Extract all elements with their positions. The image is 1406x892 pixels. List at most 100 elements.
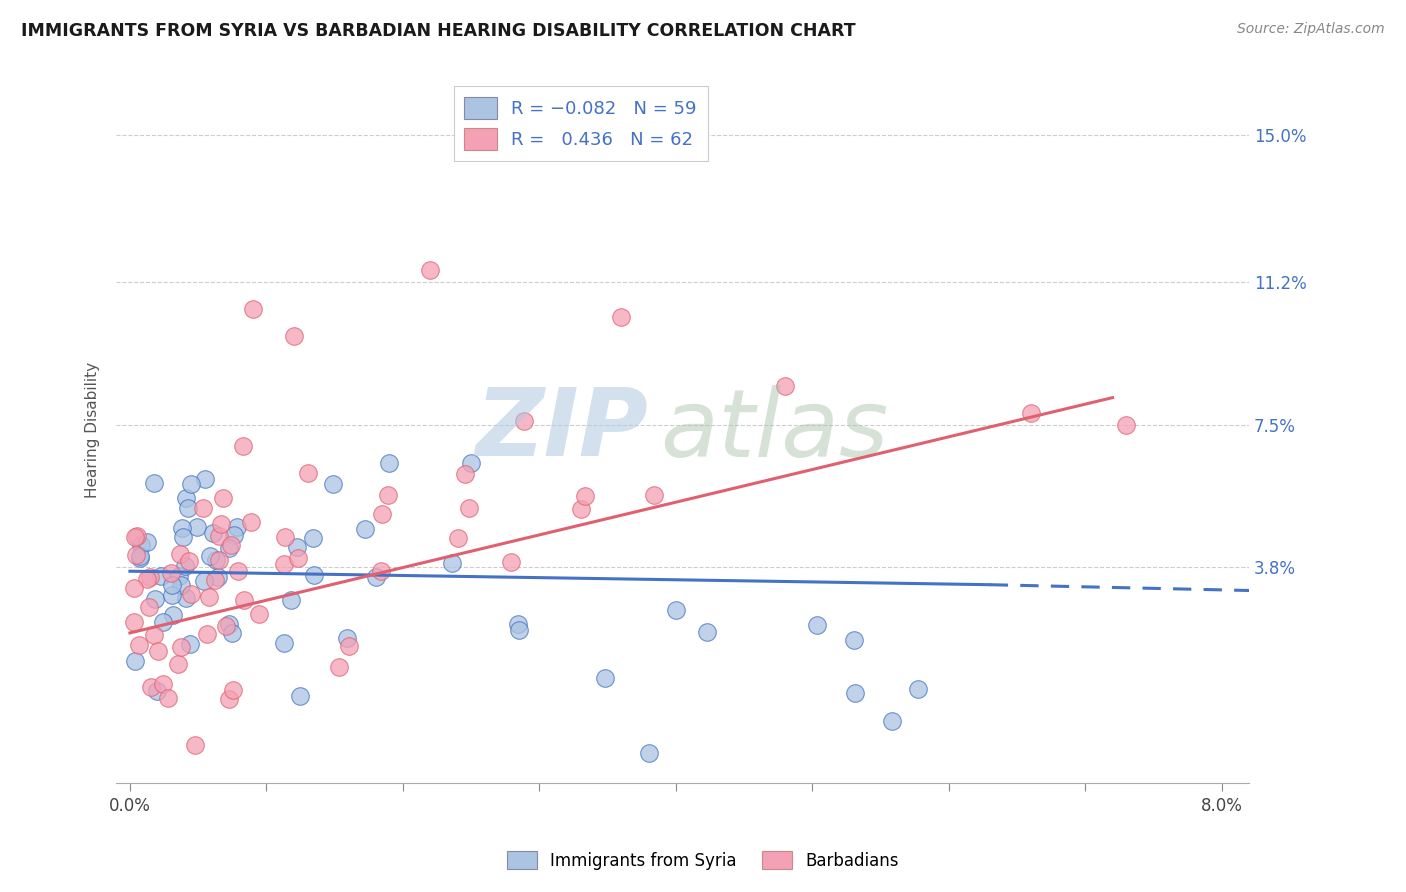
Point xyxy=(1019,406,1042,420)
Point xyxy=(193,501,215,516)
Point xyxy=(139,680,162,694)
Point xyxy=(446,531,468,545)
Point xyxy=(273,530,295,544)
Point xyxy=(280,593,302,607)
Point xyxy=(128,638,150,652)
Point xyxy=(882,714,904,728)
Point xyxy=(172,521,194,535)
Point xyxy=(233,593,256,607)
Point xyxy=(193,574,215,589)
Point xyxy=(135,534,157,549)
Point xyxy=(508,624,530,638)
Legend: Immigrants from Syria, Barbadians: Immigrants from Syria, Barbadians xyxy=(501,845,905,877)
Point xyxy=(129,551,152,566)
Point xyxy=(194,472,217,486)
Point xyxy=(221,538,243,552)
Point xyxy=(302,531,325,545)
Point xyxy=(186,520,208,534)
Point xyxy=(574,489,596,503)
Point xyxy=(232,439,254,453)
Point xyxy=(242,301,264,316)
Point xyxy=(156,691,179,706)
Point xyxy=(285,540,308,554)
Point xyxy=(287,551,309,566)
Point xyxy=(441,556,464,570)
Point xyxy=(129,538,152,552)
Point xyxy=(204,573,226,587)
Point xyxy=(138,599,160,614)
Point xyxy=(142,628,165,642)
Point xyxy=(207,570,229,584)
Point xyxy=(322,477,344,491)
Point xyxy=(773,379,796,393)
Point xyxy=(247,607,270,621)
Point xyxy=(184,739,207,753)
Point xyxy=(221,625,243,640)
Point xyxy=(169,569,191,583)
Point xyxy=(170,640,193,654)
Point xyxy=(239,515,262,529)
Point xyxy=(499,555,522,569)
Point xyxy=(209,516,232,531)
Point xyxy=(124,655,146,669)
Text: IMMIGRANTS FROM SYRIA VS BARBADIAN HEARING DISABILITY CORRELATION CHART: IMMIGRANTS FROM SYRIA VS BARBADIAN HEARI… xyxy=(21,22,856,40)
Point xyxy=(225,519,247,533)
Point xyxy=(172,530,194,544)
Point xyxy=(146,684,169,698)
Point xyxy=(177,554,200,568)
Point xyxy=(208,529,231,543)
Point xyxy=(222,528,245,542)
Point xyxy=(170,578,193,592)
Point xyxy=(288,689,311,703)
Point xyxy=(218,616,240,631)
Point xyxy=(148,644,170,658)
Point xyxy=(162,588,184,602)
Point xyxy=(215,619,238,633)
Point xyxy=(370,564,392,578)
Point xyxy=(304,567,326,582)
Point xyxy=(419,263,441,277)
Point xyxy=(297,466,319,480)
Point xyxy=(637,746,659,760)
Point xyxy=(222,683,245,698)
Point xyxy=(226,564,249,578)
Point xyxy=(218,541,240,556)
Point xyxy=(366,569,388,583)
Point xyxy=(460,456,482,470)
Point xyxy=(150,569,173,583)
Point xyxy=(218,691,240,706)
Point xyxy=(122,615,145,630)
Point xyxy=(139,570,162,584)
Point xyxy=(160,578,183,592)
Point xyxy=(128,549,150,563)
Point xyxy=(152,615,174,629)
Point xyxy=(211,491,233,506)
Point xyxy=(610,310,633,324)
Point xyxy=(180,476,202,491)
Point xyxy=(174,591,197,606)
Point xyxy=(513,413,536,427)
Point xyxy=(125,549,148,563)
Point xyxy=(337,639,360,653)
Point xyxy=(204,553,226,567)
Point xyxy=(177,500,200,515)
Point xyxy=(169,547,191,561)
Point xyxy=(162,607,184,622)
Point xyxy=(136,572,159,586)
Point xyxy=(160,566,183,580)
Point xyxy=(167,657,190,671)
Text: ZIP: ZIP xyxy=(475,384,648,476)
Point xyxy=(336,631,359,645)
Point xyxy=(806,618,828,632)
Point xyxy=(377,488,399,502)
Point xyxy=(152,676,174,690)
Point xyxy=(1115,417,1137,432)
Point xyxy=(198,549,221,563)
Point xyxy=(198,590,221,604)
Point xyxy=(328,660,350,674)
Text: atlas: atlas xyxy=(659,385,889,476)
Point xyxy=(143,476,166,491)
Point xyxy=(195,627,218,641)
Point xyxy=(569,502,592,516)
Point xyxy=(201,526,224,541)
